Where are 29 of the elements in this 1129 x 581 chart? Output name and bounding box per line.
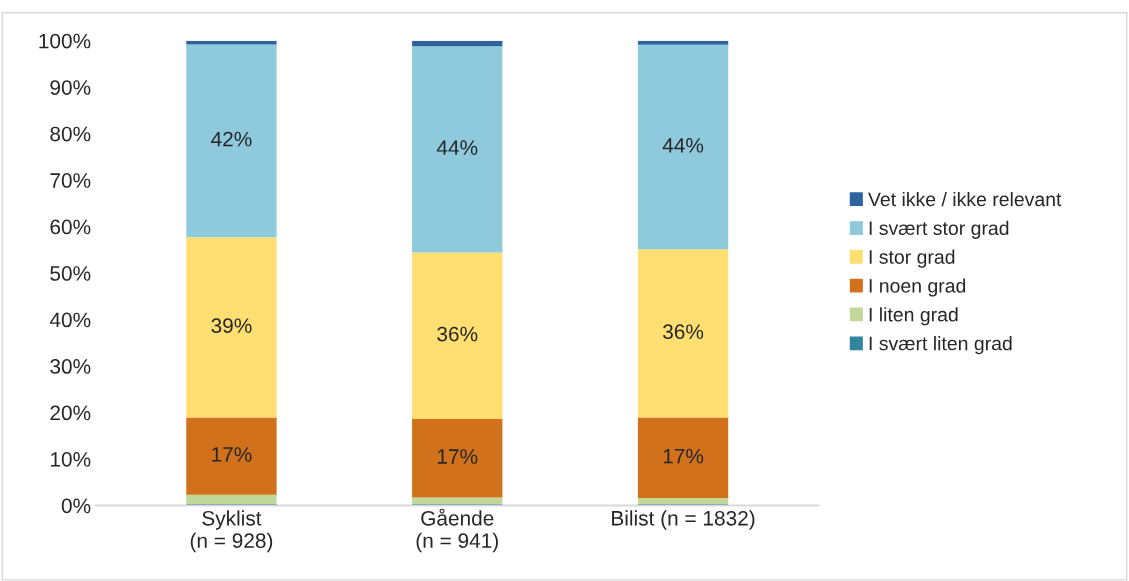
- data-label: 44%: [436, 140, 478, 155]
- legend-label: I svært stor grad: [869, 220, 1009, 239]
- legend-label: I noen grad: [869, 278, 966, 297]
- x-tick-label: Bilist (n = 1832): [612, 510, 755, 530]
- y-tick-label: 10%: [51, 451, 91, 467]
- data-label: 44%: [662, 138, 704, 153]
- data-label: 17%: [212, 447, 252, 462]
- data-label: 17%: [437, 449, 478, 464]
- y-tick-label: 20%: [50, 405, 91, 421]
- y-tick-label: 60%: [50, 219, 91, 235]
- data-label: 17%: [663, 448, 704, 464]
- y-tick-label: 30%: [50, 359, 91, 374]
- y-tick-label: 0%: [61, 498, 91, 514]
- legend-label: I stor grad: [869, 249, 955, 268]
- data-label: 42%: [211, 131, 252, 147]
- legend-label: I svært liten grad: [869, 336, 1012, 355]
- y-tick-label: 50%: [50, 266, 91, 281]
- x-tick-label: Gående (n = 941): [416, 508, 498, 553]
- data-label: 36%: [662, 324, 704, 340]
- y-tick-label: 70%: [50, 173, 91, 188]
- legend-label: I liten grad: [869, 307, 958, 326]
- y-tick-label: 90%: [50, 80, 91, 95]
- legend-label: Vet ikke / ikke relevant: [868, 191, 1062, 207]
- y-tick-label: 40%: [49, 312, 91, 328]
- x-tick-label: Syklist (n = 928): [190, 510, 273, 553]
- data-label: 36%: [437, 326, 478, 342]
- data-label: 39%: [211, 318, 252, 334]
- y-tick-label: 80%: [50, 126, 91, 142]
- y-tick-label: 100%: [39, 33, 91, 49]
